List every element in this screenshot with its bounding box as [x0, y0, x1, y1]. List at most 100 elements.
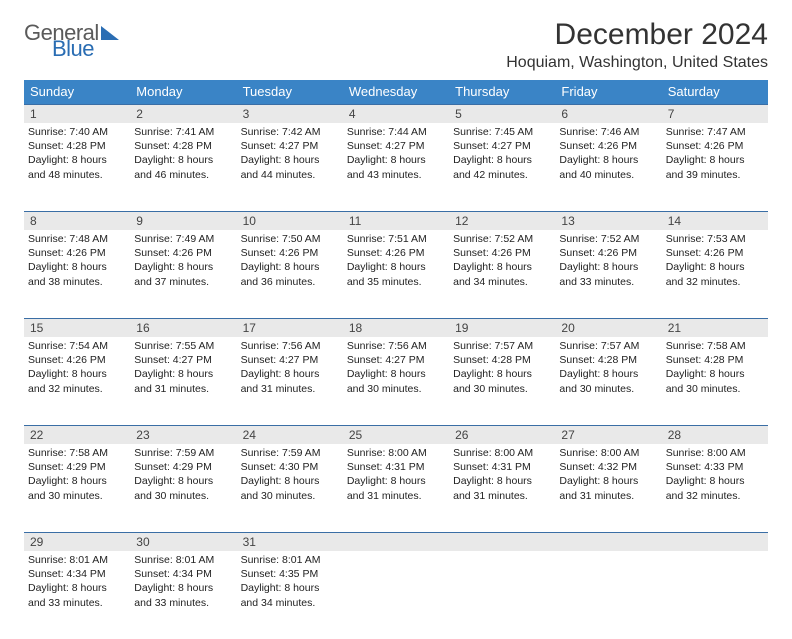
day-cell: Sunrise: 7:49 AMSunset: 4:26 PMDaylight:…: [130, 230, 236, 318]
weekday-header: Friday: [555, 80, 661, 104]
daylight-text: Daylight: 8 hours: [241, 153, 339, 167]
day-cell: Sunrise: 7:56 AMSunset: 4:27 PMDaylight:…: [343, 337, 449, 425]
sunrise-text: Sunrise: 7:58 AM: [28, 446, 126, 460]
sunset-text: Sunset: 4:26 PM: [666, 139, 764, 153]
daylight-text: Daylight: 8 hours: [347, 260, 445, 274]
day-number: 25: [343, 426, 449, 444]
day-number-row: 22232425262728: [24, 425, 768, 444]
weekday-header: Monday: [130, 80, 236, 104]
day-cell: [343, 551, 449, 639]
sunrise-text: Sunrise: 7:52 AM: [559, 232, 657, 246]
weeks-container: 1234567Sunrise: 7:40 AMSunset: 4:28 PMDa…: [24, 104, 768, 639]
day-cell: Sunrise: 8:01 AMSunset: 4:34 PMDaylight:…: [130, 551, 236, 639]
day-cell: Sunrise: 8:00 AMSunset: 4:31 PMDaylight:…: [449, 444, 555, 532]
day-number: 21: [662, 319, 768, 337]
day-cell: Sunrise: 7:59 AMSunset: 4:30 PMDaylight:…: [237, 444, 343, 532]
sunrise-text: Sunrise: 7:57 AM: [453, 339, 551, 353]
day-number: 7: [662, 105, 768, 123]
daylight-text: Daylight: 8 hours: [559, 474, 657, 488]
day-number: 16: [130, 319, 236, 337]
sunset-text: Sunset: 4:34 PM: [134, 567, 232, 581]
sunrise-text: Sunrise: 7:46 AM: [559, 125, 657, 139]
day-number: 2: [130, 105, 236, 123]
daylight-text: and 30 minutes.: [134, 489, 232, 503]
day-number-row: 891011121314: [24, 211, 768, 230]
day-cell: Sunrise: 7:52 AMSunset: 4:26 PMDaylight:…: [555, 230, 661, 318]
sunset-text: Sunset: 4:26 PM: [347, 246, 445, 260]
weekday-header: Saturday: [662, 80, 768, 104]
day-number-row: 15161718192021: [24, 318, 768, 337]
daylight-text: and 30 minutes.: [559, 382, 657, 396]
page-title: December 2024: [506, 18, 768, 52]
sunset-text: Sunset: 4:27 PM: [134, 353, 232, 367]
day-number: 9: [130, 212, 236, 230]
day-number: 15: [24, 319, 130, 337]
daylight-text: and 38 minutes.: [28, 275, 126, 289]
week-row: Sunrise: 7:54 AMSunset: 4:26 PMDaylight:…: [24, 337, 768, 425]
daylight-text: and 42 minutes.: [453, 168, 551, 182]
daylight-text: Daylight: 8 hours: [453, 153, 551, 167]
daylight-text: and 31 minutes.: [241, 382, 339, 396]
weekday-header: Thursday: [449, 80, 555, 104]
day-cell: [555, 551, 661, 639]
day-number: 4: [343, 105, 449, 123]
header: General Blue December 2024 Hoquiam, Wash…: [24, 18, 768, 72]
sunrise-text: Sunrise: 7:57 AM: [559, 339, 657, 353]
day-cell: Sunrise: 7:59 AMSunset: 4:29 PMDaylight:…: [130, 444, 236, 532]
sunset-text: Sunset: 4:31 PM: [347, 460, 445, 474]
sunset-text: Sunset: 4:28 PM: [666, 353, 764, 367]
day-number: 19: [449, 319, 555, 337]
week-row: Sunrise: 7:48 AMSunset: 4:26 PMDaylight:…: [24, 230, 768, 318]
day-number-row: 293031....: [24, 532, 768, 551]
daylight-text: and 34 minutes.: [241, 596, 339, 610]
day-cell: Sunrise: 7:54 AMSunset: 4:26 PMDaylight:…: [24, 337, 130, 425]
weekday-header: Tuesday: [237, 80, 343, 104]
daylight-text: and 39 minutes.: [666, 168, 764, 182]
sunset-text: Sunset: 4:28 PM: [28, 139, 126, 153]
day-cell: Sunrise: 7:42 AMSunset: 4:27 PMDaylight:…: [237, 123, 343, 211]
daylight-text: Daylight: 8 hours: [453, 474, 551, 488]
daylight-text: Daylight: 8 hours: [559, 367, 657, 381]
day-cell: Sunrise: 7:50 AMSunset: 4:26 PMDaylight:…: [237, 230, 343, 318]
sunrise-text: Sunrise: 8:01 AM: [28, 553, 126, 567]
daylight-text: and 31 minutes.: [453, 489, 551, 503]
sunrise-text: Sunrise: 7:56 AM: [347, 339, 445, 353]
daylight-text: Daylight: 8 hours: [241, 367, 339, 381]
day-number: 12: [449, 212, 555, 230]
daylight-text: and 30 minutes.: [453, 382, 551, 396]
daylight-text: and 33 minutes.: [134, 596, 232, 610]
day-number: 17: [237, 319, 343, 337]
day-cell: Sunrise: 7:58 AMSunset: 4:29 PMDaylight:…: [24, 444, 130, 532]
daylight-text: and 36 minutes.: [241, 275, 339, 289]
daylight-text: and 40 minutes.: [559, 168, 657, 182]
day-number-row: 1234567: [24, 104, 768, 123]
daylight-text: Daylight: 8 hours: [28, 474, 126, 488]
day-number: 28: [662, 426, 768, 444]
daylight-text: Daylight: 8 hours: [666, 153, 764, 167]
title-block: December 2024 Hoquiam, Washington, Unite…: [506, 18, 768, 72]
day-number: 26: [449, 426, 555, 444]
daylight-text: and 32 minutes.: [28, 382, 126, 396]
day-cell: Sunrise: 7:45 AMSunset: 4:27 PMDaylight:…: [449, 123, 555, 211]
weekday-header: Wednesday: [343, 80, 449, 104]
day-cell: Sunrise: 8:00 AMSunset: 4:33 PMDaylight:…: [662, 444, 768, 532]
daylight-text: and 33 minutes.: [28, 596, 126, 610]
daylight-text: and 46 minutes.: [134, 168, 232, 182]
sunset-text: Sunset: 4:26 PM: [28, 246, 126, 260]
sunset-text: Sunset: 4:26 PM: [241, 246, 339, 260]
sunrise-text: Sunrise: 7:48 AM: [28, 232, 126, 246]
daylight-text: Daylight: 8 hours: [666, 260, 764, 274]
daylight-text: and 44 minutes.: [241, 168, 339, 182]
daylight-text: Daylight: 8 hours: [241, 581, 339, 595]
sunset-text: Sunset: 4:29 PM: [134, 460, 232, 474]
daylight-text: and 34 minutes.: [453, 275, 551, 289]
daylight-text: and 30 minutes.: [28, 489, 126, 503]
day-cell: Sunrise: 7:55 AMSunset: 4:27 PMDaylight:…: [130, 337, 236, 425]
sunrise-text: Sunrise: 8:00 AM: [347, 446, 445, 460]
day-cell: Sunrise: 8:01 AMSunset: 4:35 PMDaylight:…: [237, 551, 343, 639]
daylight-text: and 31 minutes.: [559, 489, 657, 503]
day-cell: Sunrise: 8:00 AMSunset: 4:32 PMDaylight:…: [555, 444, 661, 532]
sunset-text: Sunset: 4:28 PM: [134, 139, 232, 153]
weekday-header-row: Sunday Monday Tuesday Wednesday Thursday…: [24, 80, 768, 104]
day-cell: Sunrise: 7:41 AMSunset: 4:28 PMDaylight:…: [130, 123, 236, 211]
